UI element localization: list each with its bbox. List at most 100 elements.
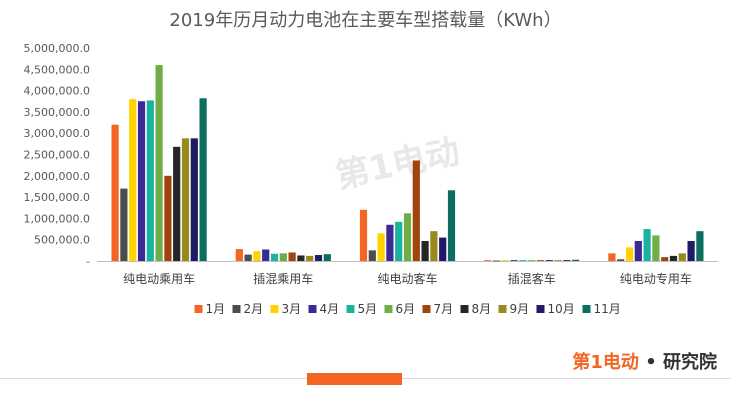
bar — [643, 229, 651, 261]
y-tick-label: 2,500,000.0 — [24, 149, 90, 162]
y-tick-label: 3,000,000.0 — [24, 127, 90, 140]
y-tick-label: 5,000,000.0 — [24, 42, 90, 55]
y-tick-label: 3,500,000.0 — [24, 106, 90, 119]
bar — [617, 259, 625, 261]
bar — [359, 209, 368, 261]
bar — [430, 231, 438, 261]
bar — [120, 188, 128, 261]
bar — [536, 260, 545, 261]
bar — [545, 260, 553, 261]
y-tick-label: 500,000.0 — [34, 234, 90, 247]
y-tick-label: 4,500,000.0 — [24, 63, 90, 76]
bar — [554, 260, 562, 261]
bar — [572, 259, 580, 261]
legend-label: 7月 — [434, 302, 454, 316]
y-tick-label: 2,000,000.0 — [24, 170, 90, 183]
footer-accent-bar — [307, 373, 402, 385]
legend-swatch — [384, 305, 393, 313]
brand-logo-text: 第1电动 — [572, 352, 639, 373]
bar — [501, 260, 509, 261]
chart-svg: 第1电动 - 500,000.0 1,000,000.0 1,500,000.0 2,00… — [24, 42, 718, 316]
legend-swatch — [582, 305, 591, 313]
legend-label: 10月 — [548, 302, 575, 316]
brand-separator: • — [645, 352, 657, 373]
legend-label: 1月 — [206, 302, 226, 316]
legend-label: 4月 — [320, 302, 340, 316]
x-tick-label: 插混客车 — [508, 271, 556, 286]
bar — [155, 65, 163, 261]
legend-label: 6月 — [396, 302, 416, 316]
x-tick-label: 纯电动乘用车 — [123, 271, 195, 286]
bar — [386, 224, 394, 261]
bar — [173, 146, 181, 261]
bar — [484, 260, 492, 261]
bar — [412, 160, 420, 261]
legend-swatch — [498, 305, 507, 313]
bar — [528, 260, 536, 261]
bar — [190, 138, 198, 261]
bar — [137, 101, 146, 261]
bar — [678, 253, 686, 261]
legend-swatch — [308, 305, 317, 313]
legend-swatch — [232, 305, 241, 313]
bar — [608, 253, 616, 261]
legend-label: 9月 — [510, 302, 530, 316]
bar — [199, 98, 207, 261]
x-tick-label: 纯电动客车 — [377, 271, 437, 286]
brand-logo: 第1电动 • 研究院 — [572, 348, 717, 374]
y-tick-label: 1,000,000.0 — [24, 212, 90, 225]
bar — [314, 255, 323, 261]
bar — [262, 249, 270, 261]
bar — [519, 260, 527, 261]
bar — [395, 221, 403, 261]
legend-label: 5月 — [358, 302, 378, 316]
bar — [146, 100, 154, 261]
bar — [696, 231, 704, 261]
bar — [244, 254, 252, 261]
bar — [368, 250, 376, 261]
bar — [687, 240, 695, 261]
bar — [164, 175, 172, 261]
bar — [510, 260, 518, 261]
bar — [270, 253, 279, 261]
bar — [661, 257, 669, 261]
bar — [652, 235, 660, 261]
bar — [625, 247, 634, 261]
legend-label: 3月 — [282, 302, 302, 316]
y-tick-label: - — [86, 255, 90, 268]
legend-label: 8月 — [472, 302, 492, 316]
x-tick-label: 插混乘用车 — [253, 271, 313, 286]
legend-label: 11月 — [594, 302, 621, 316]
legend-swatch — [460, 305, 469, 313]
y-tick-label: 4,000,000.0 — [24, 85, 90, 98]
bar — [377, 233, 385, 261]
bar — [279, 253, 287, 261]
bar — [129, 99, 137, 262]
legend-label: 2月 — [244, 302, 264, 316]
legend-swatch — [346, 305, 355, 313]
legend-swatch — [536, 305, 545, 313]
legend-swatch — [194, 305, 203, 313]
bar — [288, 252, 296, 261]
bar — [634, 240, 642, 261]
legend-swatch — [422, 305, 431, 313]
bar — [297, 255, 305, 261]
bar — [421, 240, 429, 261]
y-tick-label: 1,500,000.0 — [24, 191, 90, 204]
bar — [447, 190, 456, 261]
x-tick-label: 纯电动专用车 — [620, 271, 692, 286]
bar — [253, 251, 261, 261]
bar — [111, 124, 119, 262]
bar — [669, 255, 678, 261]
watermark-logo: 第1电动 — [332, 132, 463, 197]
bar — [235, 249, 243, 261]
bar — [181, 138, 190, 261]
brand-label: 研究院 — [663, 352, 717, 373]
legend-swatch — [270, 305, 279, 313]
bar — [403, 213, 412, 261]
bar — [492, 260, 501, 262]
bar — [563, 260, 571, 261]
bar — [323, 254, 331, 261]
bar — [306, 255, 314, 261]
chart-title: 2019年历月动力电池在主要车型搭载量（KWh） — [169, 10, 562, 31]
